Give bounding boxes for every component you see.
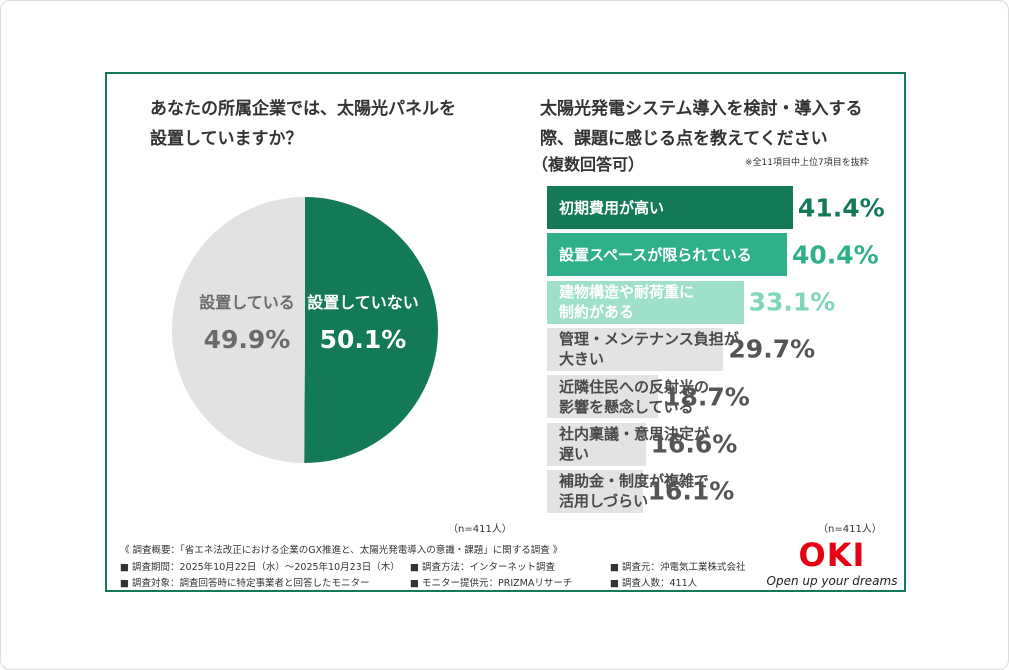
bar-value: 33.1%	[748, 287, 836, 317]
bar	[547, 280, 744, 324]
bar-value: 29.7%	[728, 334, 816, 364]
survey-heading: 《 調査概要：「省エネ法改正における企業のGX推進と、太陽光発電導入の意識・課題…	[120, 545, 563, 556]
bar-value: 18.7%	[663, 382, 750, 412]
survey-item: ■ 調査人数：411人	[610, 578, 698, 589]
slice-value: 50.1%	[319, 325, 407, 355]
bar-value: 41.4%	[797, 193, 885, 222]
logo-tagline: Open up your dreams	[766, 574, 898, 588]
bar-label: 設置スペースが限られている	[559, 245, 752, 264]
annotation: ※全11項目中上位7項目を抜粋	[745, 158, 869, 168]
bar-value: 16.1%	[647, 476, 735, 506]
chart-title: あなたの所属企業では、太陽光パネルを 設置していますか？	[150, 99, 456, 149]
survey-item: ■ 調査元：沖電気工業株式会社	[610, 562, 746, 573]
bar-label: 管理・メンテナンス負担が 大きい	[559, 330, 739, 369]
survey-item: ■ 調査対象：調査回答時に特定事業者と回答したモニター	[120, 578, 370, 589]
survey-item: ■ 調査方法：インターネット調査	[410, 562, 555, 573]
pie-slice	[172, 197, 305, 463]
bar	[547, 327, 724, 371]
logo-brand: OKI	[798, 536, 866, 574]
survey-item: ■ 調査期間：2025年10月22日（水）～2025年10月23日（木）	[120, 562, 400, 573]
sample-note: （n=411人）	[818, 524, 882, 535]
bar-label: 建物構造や耐荷重に 制約がある	[559, 283, 695, 322]
slice-value: 49.9%	[203, 324, 291, 354]
frame	[105, 72, 906, 592]
bar-label: 補助金・制度が複雑で 活用しづらい	[559, 472, 710, 511]
bar-value: 16.6%	[650, 429, 738, 459]
chart-title: 太陽光発電システム導入を検討・導入する 際、課題に感じる点を教えてください	[540, 99, 863, 149]
bar	[547, 233, 787, 277]
chart-subtitle: （複数回答可）	[532, 155, 645, 174]
bar	[547, 469, 643, 513]
sample-note: （n=411人）	[448, 524, 512, 535]
bar	[547, 186, 793, 229]
bar	[547, 422, 646, 466]
bar	[547, 375, 659, 419]
bar-label: 近隣住民への反射光の 影響を懸念している	[559, 377, 710, 416]
bar-label: 社内稟議・意思決定が 遅い	[559, 425, 710, 463]
bar-value: 40.4%	[791, 240, 879, 270]
slice-label: 設置している	[199, 292, 295, 312]
survey-item: ■ モニター提供元：PRIZMAリサーチ	[410, 578, 573, 589]
bar-label: 初期費用が高い	[559, 198, 665, 217]
slice-label: 設置していない	[307, 293, 419, 313]
pie-slice	[304, 197, 439, 463]
